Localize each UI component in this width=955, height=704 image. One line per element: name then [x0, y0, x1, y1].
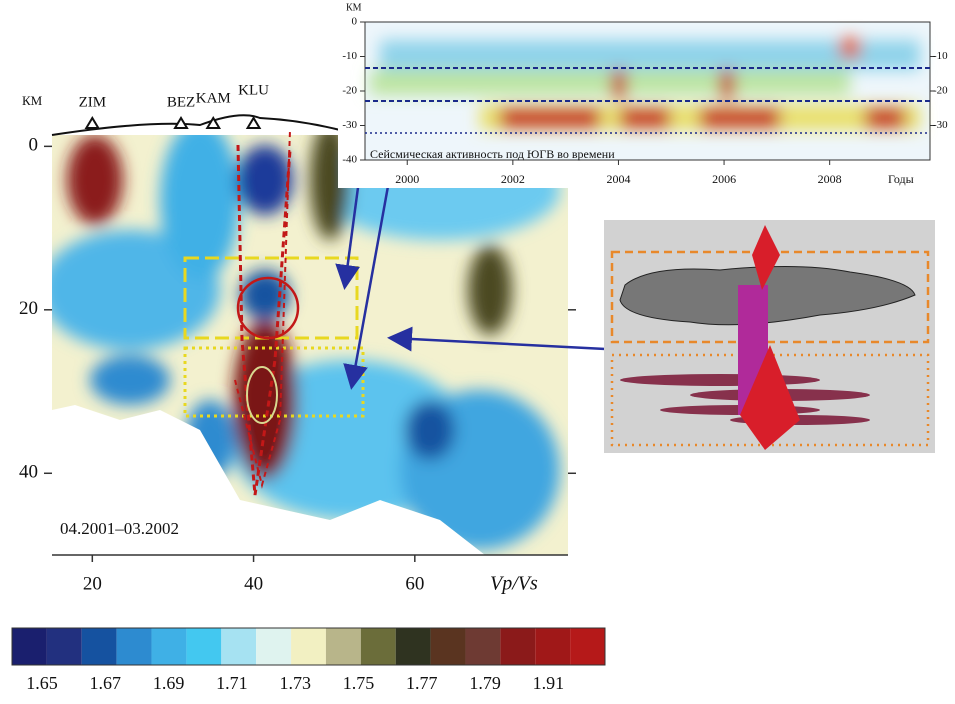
x-tick-label: 60 — [405, 573, 424, 594]
x-axis-label: Vp/Vs — [490, 573, 538, 595]
x-tick-label: 20 — [83, 573, 102, 594]
colorbar-cell — [430, 628, 466, 665]
timeline-y-label: КМ — [346, 2, 362, 13]
station-label: KLU — [238, 82, 269, 98]
colorbar-cell — [535, 628, 571, 665]
colorbar-label: 1.71 — [216, 673, 248, 693]
y-tick-label: 40 — [19, 462, 38, 483]
3d-diagram — [604, 220, 935, 453]
colorbar-label: 1.77 — [406, 673, 438, 693]
colorbar-cell — [81, 628, 117, 665]
colorbar-cell — [186, 628, 222, 665]
colorbar-cell — [325, 628, 361, 665]
y-tick-label: -10 — [342, 50, 357, 62]
colorbar-label: 1.75 — [343, 673, 375, 693]
colorbar-cell — [395, 628, 431, 665]
colorbar-cell — [46, 628, 82, 665]
y-tick-label: -30 — [342, 119, 357, 131]
colorbar-label: 1.69 — [153, 673, 185, 693]
station-marker — [173, 116, 189, 129]
colorbar-label: 1.79 — [469, 673, 501, 693]
station-label: BEZ — [167, 94, 195, 110]
station-marker — [205, 116, 222, 129]
y2-tick-label: -10 — [933, 50, 948, 62]
timeline-annotation: Сейсмическая активность под ЮГВ во време… — [370, 147, 615, 161]
colorbar-cell — [256, 628, 292, 665]
y-tick-label: 20 — [19, 298, 38, 319]
station-marker — [245, 116, 262, 129]
timeline-field — [370, 38, 920, 130]
x-tick-label: 2002 — [501, 172, 525, 186]
colorbar-cell — [221, 628, 257, 665]
x-tick-label: 2006 — [712, 172, 736, 186]
y-tick-label: -40 — [342, 154, 357, 166]
colorbar-cell — [116, 628, 152, 665]
x-tick-label: 2008 — [818, 172, 842, 186]
colorbar-label: 1.91 — [533, 673, 565, 693]
station-marker — [84, 116, 101, 129]
colorbar-label: 1.65 — [26, 673, 58, 693]
colorbar-cell — [500, 628, 536, 665]
section-annotation: 04.2001–03.2002 — [60, 519, 179, 538]
x-tick-label: 2004 — [606, 172, 630, 186]
colorbar-cell — [12, 628, 47, 665]
y-axis-label: КМ — [22, 93, 43, 108]
y2-tick-label: -30 — [933, 119, 948, 131]
colorbar-cell — [151, 628, 187, 665]
x-tick-label: 40 — [244, 573, 263, 594]
colorbar-cell — [291, 628, 326, 665]
colorbar-cell — [360, 628, 396, 665]
timeline-plot: Сейсмическая активность под ЮГВ во време… — [338, 0, 948, 188]
colorbar-cell — [465, 628, 501, 665]
colorbar-label: 1.67 — [90, 673, 122, 693]
y-tick-label: 0 — [352, 16, 358, 28]
colorbar-label: 1.73 — [279, 673, 311, 693]
station-label: ZIM — [79, 94, 107, 110]
y-tick-label: 0 — [29, 135, 39, 156]
colorbar-frame — [11, 627, 606, 666]
timeline-x-label: Годы — [888, 172, 914, 186]
y2-tick-label: -20 — [933, 85, 948, 97]
colorbar-cell — [570, 628, 605, 665]
colorbar: 1.65 1.67 1.69 1.71 1.73 1.75 1.77 1.79 1.91 — [11, 627, 606, 693]
x-tick-label: 2000 — [395, 172, 419, 186]
station-label: KAM — [196, 90, 231, 106]
y-tick-label: -20 — [342, 85, 357, 97]
